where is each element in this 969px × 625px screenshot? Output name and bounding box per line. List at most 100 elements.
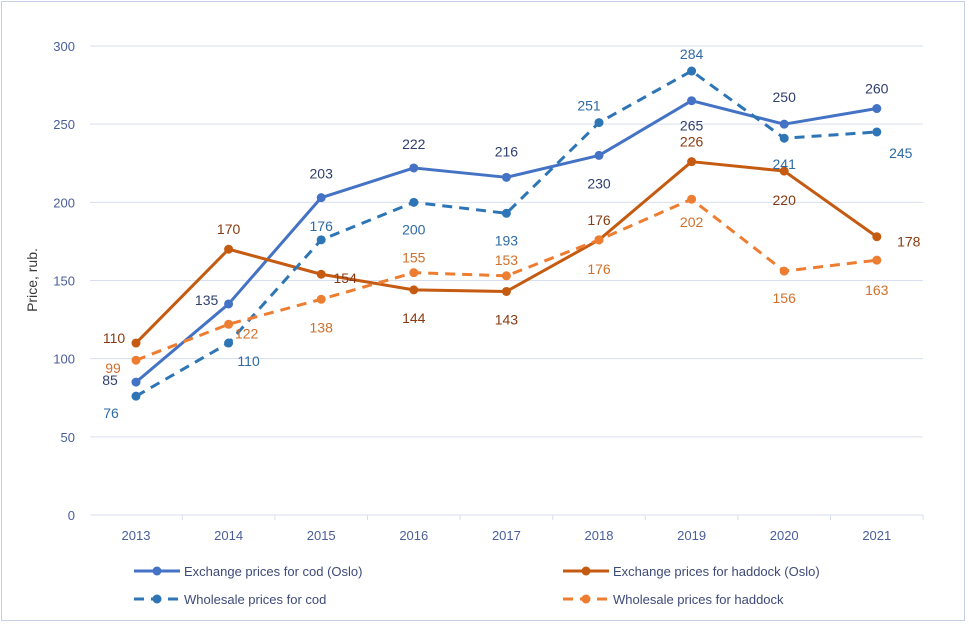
data-label: 193 xyxy=(495,232,519,248)
data-point xyxy=(779,119,789,129)
y-tick-label: 250 xyxy=(53,117,75,132)
x-tick-label: 2014 xyxy=(214,528,243,543)
data-point xyxy=(316,269,326,279)
series-lines xyxy=(131,66,882,401)
data-label: 260 xyxy=(865,81,889,97)
x-tick-label: 2015 xyxy=(307,528,336,543)
data-label: 135 xyxy=(195,292,219,308)
legend-item-3: Wholesale prices for haddock xyxy=(563,592,784,607)
series-line-2 xyxy=(135,69,877,398)
data-label: 265 xyxy=(680,118,704,134)
data-point xyxy=(131,377,141,387)
legend-label: Exchange prices for haddock (Oslo) xyxy=(613,564,820,579)
data-label: 122 xyxy=(235,325,259,341)
data-label: 222 xyxy=(402,136,426,152)
data-point xyxy=(131,355,141,365)
data-point xyxy=(224,319,234,329)
x-tick-label: 2018 xyxy=(585,528,614,543)
data-point xyxy=(872,255,882,265)
data-point xyxy=(594,235,604,245)
legend-swatch-marker xyxy=(581,566,591,576)
data-point xyxy=(224,244,234,254)
y-tick-label: 100 xyxy=(53,352,75,367)
data-point xyxy=(501,208,511,218)
data-label: 110 xyxy=(237,353,260,369)
legend-item-2: Wholesale prices for cod xyxy=(134,592,326,607)
data-label: 154 xyxy=(334,270,358,286)
data-label: 251 xyxy=(577,98,601,114)
data-point xyxy=(501,271,511,281)
data-label: 176 xyxy=(587,261,611,277)
x-tick-label: 2021 xyxy=(862,528,891,543)
legend-swatch-marker xyxy=(152,594,162,604)
data-label: 178 xyxy=(897,234,921,250)
data-point xyxy=(409,285,419,295)
x-tick-label: 2013 xyxy=(122,528,151,543)
data-label: 170 xyxy=(217,221,241,237)
data-point xyxy=(872,104,882,114)
data-label: 99 xyxy=(105,360,121,376)
data-point xyxy=(779,266,789,276)
data-point xyxy=(779,166,789,176)
legend-swatch-marker xyxy=(581,594,591,604)
data-point xyxy=(687,96,697,106)
data-point xyxy=(316,235,326,245)
legend-label: Exchange prices for cod (Oslo) xyxy=(184,564,362,579)
data-label: 226 xyxy=(680,134,704,150)
legend-item-0: Exchange prices for cod (Oslo) xyxy=(134,564,362,579)
legend-label: Wholesale prices for cod xyxy=(184,592,326,607)
y-axis-ticks: 0 50 100 150 200 250 300 xyxy=(53,39,75,523)
y-tick-label: 50 xyxy=(61,430,75,445)
y-tick-label: 0 xyxy=(68,508,75,523)
data-point xyxy=(501,286,511,296)
data-label: 110 xyxy=(103,330,126,346)
data-label: 284 xyxy=(680,46,704,62)
data-label: 203 xyxy=(310,166,334,182)
data-label: 245 xyxy=(889,145,913,161)
data-point xyxy=(687,194,697,204)
data-label: 202 xyxy=(680,214,704,230)
data-point xyxy=(594,150,604,160)
data-label: 153 xyxy=(495,252,519,268)
x-tick-label: 2020 xyxy=(770,528,799,543)
x-axis-ticks: 2013 2014 2015 2016 2017 2018 2019 2020 2021 xyxy=(122,515,924,543)
data-labels: 85 135 203 222 216 230 265 250 260 110 170 154 144 14… xyxy=(102,46,920,421)
legend-swatch-marker xyxy=(152,566,162,576)
data-point xyxy=(594,118,604,128)
data-label: 216 xyxy=(495,143,519,159)
data-label: 176 xyxy=(587,212,611,228)
data-point xyxy=(409,268,419,278)
data-point xyxy=(409,197,419,207)
data-label: 163 xyxy=(865,282,889,298)
data-point xyxy=(224,299,234,309)
data-point xyxy=(687,157,697,167)
x-tick-label: 2017 xyxy=(492,528,521,543)
data-label: 156 xyxy=(773,290,797,306)
y-axis-label: Price, rub. xyxy=(24,248,40,312)
data-point xyxy=(409,163,419,173)
data-label: 250 xyxy=(773,89,797,105)
y-tick-label: 200 xyxy=(53,195,75,210)
data-point xyxy=(316,193,326,203)
data-label: 138 xyxy=(310,319,334,335)
data-point xyxy=(872,232,882,242)
data-label: 230 xyxy=(587,175,611,191)
data-point xyxy=(779,133,789,143)
data-point xyxy=(501,172,511,182)
data-label: 241 xyxy=(773,156,797,172)
data-point xyxy=(316,294,326,304)
data-label: 144 xyxy=(402,310,426,326)
y-tick-label: 300 xyxy=(53,39,75,54)
data-label: 200 xyxy=(402,221,426,237)
x-tick-label: 2016 xyxy=(399,528,428,543)
data-point xyxy=(872,127,882,137)
data-label: 220 xyxy=(773,192,797,208)
data-point xyxy=(224,338,234,348)
data-point xyxy=(131,391,141,401)
data-label: 143 xyxy=(495,311,519,327)
legend-label: Wholesale prices for haddock xyxy=(613,592,784,607)
y-tick-label: 150 xyxy=(53,274,75,289)
x-tick-label: 2019 xyxy=(677,528,706,543)
